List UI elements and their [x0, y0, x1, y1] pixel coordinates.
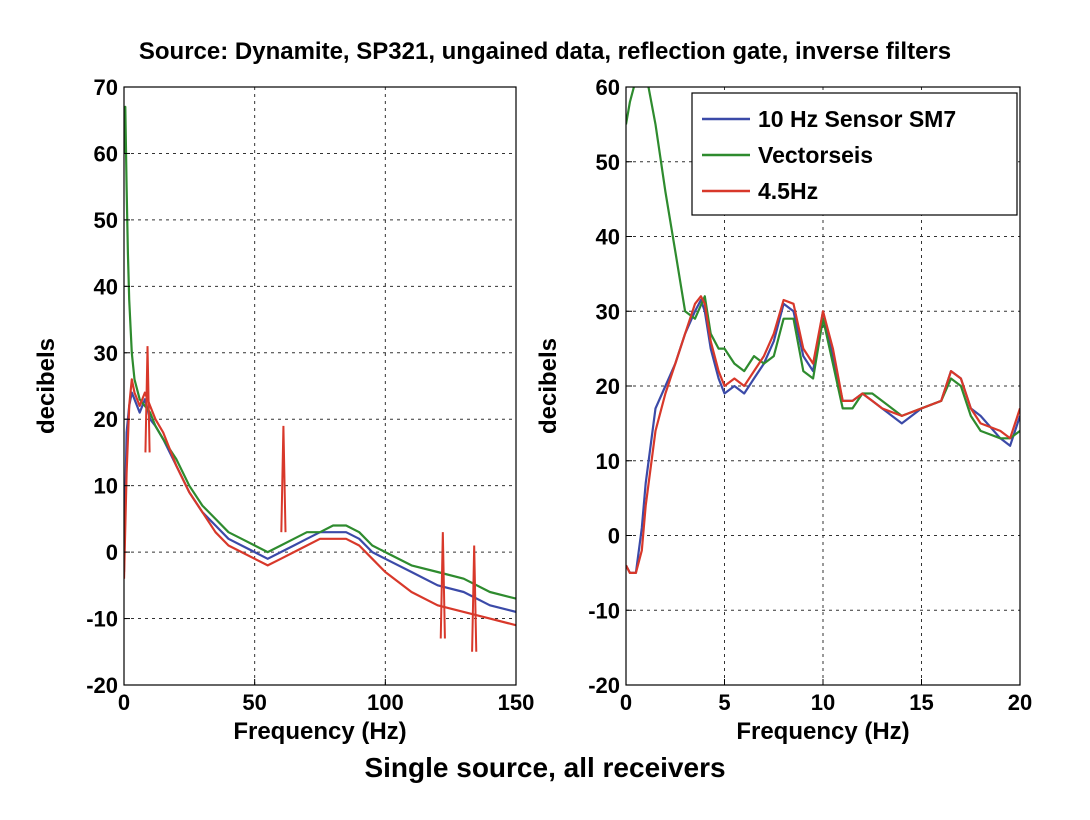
y-tick-label: 20	[94, 407, 118, 432]
series-line-10-hz-sensor-sm7	[124, 391, 516, 613]
legend-label: 10 Hz Sensor SM7	[758, 106, 956, 132]
y-tick-label: 20	[596, 374, 620, 399]
chart-panel-left: 0 50 100 150 -20 -10 0 10 20 30 40 50 60 70 Frequency …	[33, 75, 534, 745]
y-tick-label: 60	[596, 75, 620, 100]
x-tick-label: 100	[367, 690, 404, 715]
y-tick-label: 0	[106, 540, 118, 565]
x-tick-label: 10	[811, 690, 835, 715]
y-tick-label: -10	[588, 598, 620, 623]
x-tick-label: 0	[620, 690, 632, 715]
x-tick-label: 20	[1008, 690, 1032, 715]
plot-frame	[123, 86, 517, 686]
figure-caption: Single source, all receivers	[364, 752, 726, 783]
figure-title: Source: Dynamite, SP321, ungained data, …	[138, 38, 952, 65]
legend-label: Vectorseis	[758, 142, 873, 168]
x-tick-label: 50	[242, 690, 266, 715]
series-line-4-5hz	[124, 378, 516, 627]
y-tick-label: 50	[596, 150, 620, 175]
y-tick-label: -10	[86, 607, 118, 632]
y-tick-label: 70	[94, 75, 118, 100]
y-tick-label: 60	[94, 141, 118, 166]
x-tick-label: 5	[718, 690, 730, 715]
x-tick-label: 150	[498, 690, 535, 715]
x-tick-label: 0	[118, 690, 130, 715]
chart-panel-right: 0 5 10 15 20 -20 -10 0 10 20 30 40 50 60 Frequency (Hz…	[535, 75, 1032, 745]
y-tick-label: 10	[94, 474, 118, 499]
y-tick-label: 50	[94, 208, 118, 233]
series-line-4-5hz	[626, 295, 1020, 574]
y-tick-label: 40	[596, 225, 620, 250]
y-tick-label: 40	[94, 274, 118, 299]
spike-mark	[280, 425, 287, 533]
y-tick-label: -20	[588, 673, 620, 698]
spike-mark	[144, 346, 151, 453]
y-tick-label: 10	[596, 449, 620, 474]
y-tick-label: -20	[86, 673, 118, 698]
legend-label: 4.5Hz	[758, 178, 818, 204]
spike-mark	[471, 545, 478, 652]
spike-mark	[439, 532, 446, 639]
x-axis-label: Frequency (Hz)	[233, 718, 406, 745]
series-group	[124, 105, 516, 652]
series-line-vectorseis	[124, 105, 516, 600]
y-tick-label: 30	[94, 341, 118, 366]
x-tick-label: 15	[909, 690, 933, 715]
y-tick-label: 0	[608, 524, 620, 549]
x-axis-label: Frequency (Hz)	[736, 718, 909, 745]
y-axis-label: decibels	[33, 338, 60, 434]
y-tick-label: 30	[596, 299, 620, 324]
series-group	[626, 87, 1020, 574]
y-axis-label: decibels	[535, 338, 562, 434]
